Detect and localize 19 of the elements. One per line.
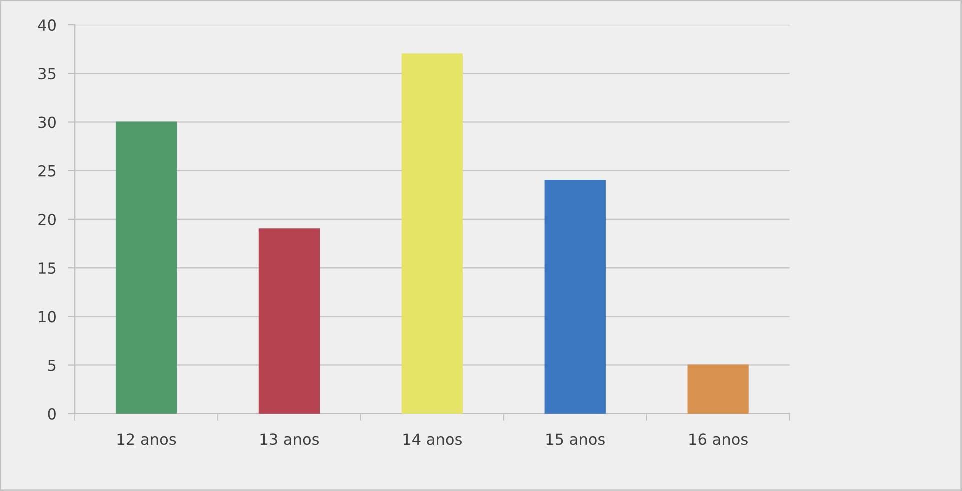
y-tick-label: 10 [39,311,56,323]
x-tick-label: 13 anos [260,434,320,446]
y-tick-label: 35 [38,68,56,80]
bar [688,364,749,414]
bar [544,180,606,414]
y-tick-label: 40 [38,20,56,32]
x-tick-label: 15 anos [546,434,605,446]
x-tick-label: 14 anos [404,434,462,446]
bar [116,122,178,414]
y-tick-label: 20 [38,214,56,226]
y-tick-label: 15 [39,262,56,274]
bar [258,228,320,414]
x-tick-label: 16 anos [690,434,748,446]
y-tick-label: 5 [48,360,56,372]
y-tick-label: 30 [38,116,56,128]
bar [402,54,463,414]
x-tick-label: 12 anos [118,434,176,446]
y-tick-label: 0 [48,408,56,420]
y-tick-label: 25 [38,165,56,177]
